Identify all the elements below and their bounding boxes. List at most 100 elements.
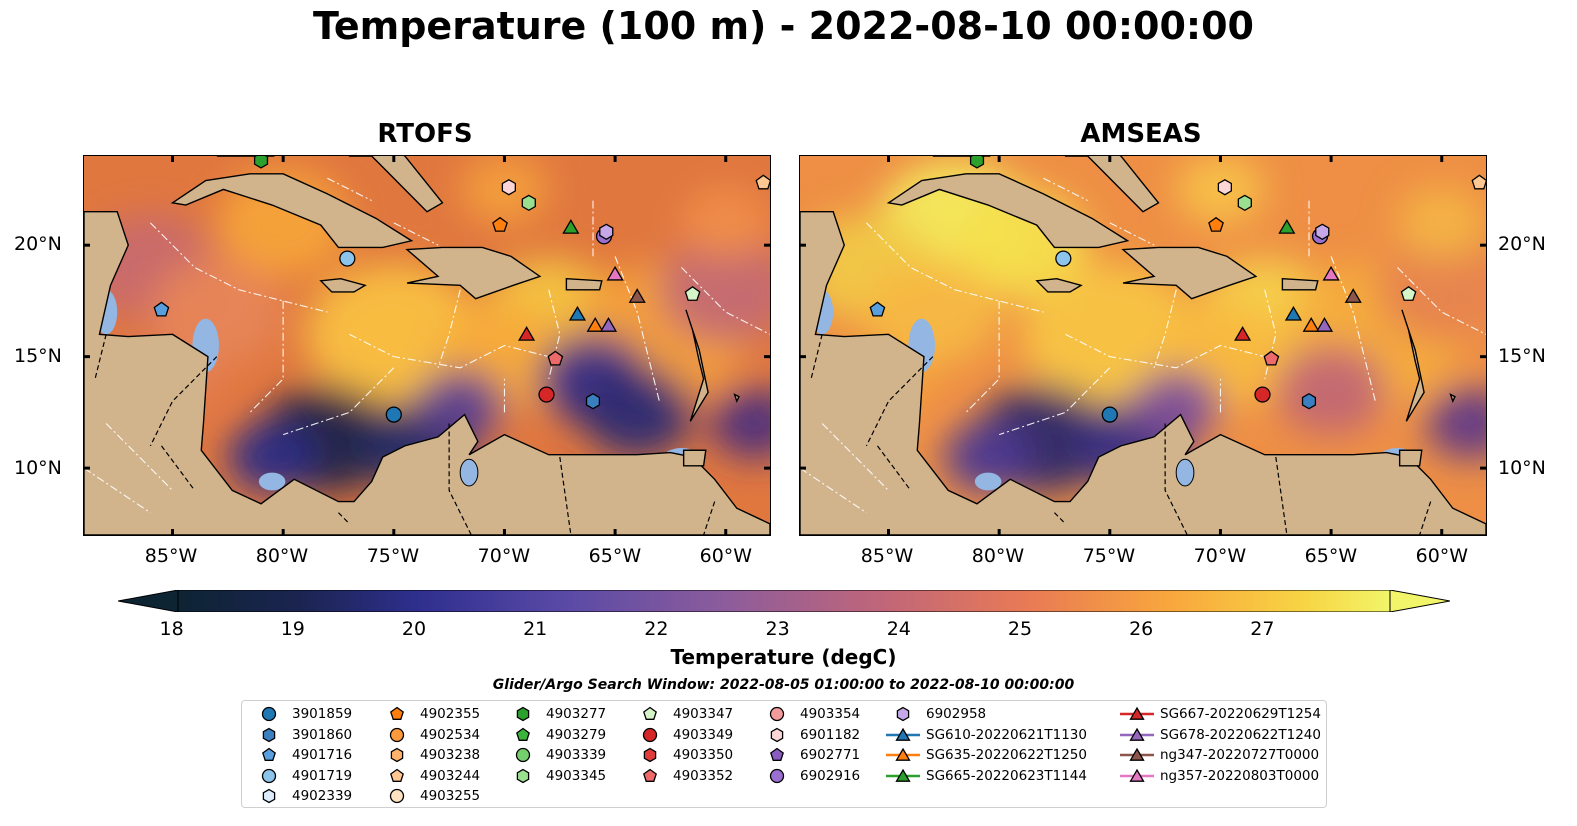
legend-entry-label: 4903350 xyxy=(673,747,734,763)
platform-marker-4903352 xyxy=(547,350,564,366)
platform-marker-ng347-20220727T0000 xyxy=(1344,288,1362,303)
legend-marker-icon xyxy=(516,706,530,722)
legend-marker-icon xyxy=(1120,727,1154,741)
lat-tick-label-left: 20°N xyxy=(14,232,62,255)
legend-marker-icon xyxy=(515,747,531,763)
legend-marker-icon xyxy=(643,747,657,763)
platform-marker-3901859 xyxy=(385,406,402,423)
colorbar-tick-label: 22 xyxy=(644,618,669,640)
legend-entry-label: SG610-20220621T1130 xyxy=(926,726,1087,743)
legend-entry-label: 4902534 xyxy=(420,726,481,743)
legend-marker-icon xyxy=(262,788,276,804)
platform-marker-3901860 xyxy=(585,392,601,410)
legend-entry-label: 4903238 xyxy=(420,747,481,763)
panel-title-rtofs: RTOFS xyxy=(377,119,473,149)
legend: 3901859 3901860 4901716 4901719 4902339 49023… xyxy=(241,700,1327,808)
legend-marker-icon xyxy=(389,727,405,742)
platform-marker-4903349 xyxy=(538,386,555,403)
legend-marker-icon xyxy=(886,727,920,741)
legend-marker-icon xyxy=(1120,747,1154,761)
lon-tick-label: 75°W xyxy=(1082,545,1136,567)
legend-entry-label: 6902958 xyxy=(926,706,987,722)
legend-entry-label: 4903352 xyxy=(673,767,734,784)
legend-entry: SG635-20220622T1250 xyxy=(886,745,1087,765)
legend-entry: SG667-20220629T1254 xyxy=(1120,704,1321,724)
legend-marker-icon xyxy=(516,768,530,783)
legend-entry-label: 6901182 xyxy=(800,726,861,743)
legend-marker-icon xyxy=(261,768,277,783)
legend-entry-label: ng357-20220803T0000 xyxy=(1160,767,1320,784)
lat-tick-label-right: 20°N xyxy=(1498,232,1546,255)
platform-marker-6901182 xyxy=(501,179,516,196)
legend-entry-label: 3901860 xyxy=(292,726,353,743)
colorbar-tick-label: 20 xyxy=(401,618,427,640)
lon-tick-label: 60°W xyxy=(1415,545,1469,567)
legend-entry-label: 4903339 xyxy=(546,747,607,763)
platform-marker-3901859 xyxy=(1101,406,1118,423)
platform-marker-4903345 xyxy=(521,194,536,212)
legend-entry: 6902771 xyxy=(760,745,860,765)
lon-tick-label: 65°W xyxy=(1304,545,1358,567)
legend-entry: 4903244 xyxy=(380,766,480,786)
legend-entry: 4903350 xyxy=(633,745,733,765)
colorbar-tick-label: 23 xyxy=(765,618,790,640)
legend-marker-icon xyxy=(390,768,404,782)
platform-marker-4903349 xyxy=(1254,386,1271,403)
legend-entry: 4903238 xyxy=(380,745,480,765)
legend-entry: 6902958 xyxy=(886,704,986,724)
legend-entry-label: 4902355 xyxy=(420,706,481,722)
legend-entry-label: 4903279 xyxy=(546,726,607,743)
platform-marker-4903345 xyxy=(1237,194,1252,212)
platform-marker-4901719 xyxy=(339,250,356,267)
legend-marker-icon xyxy=(262,747,276,761)
legend-entry: SG665-20220623T1144 xyxy=(886,766,1087,786)
platform-marker-SG667-20220629T1254 xyxy=(518,326,536,341)
platform-marker-4903244 xyxy=(1471,174,1486,190)
legend-entry: 4903349 xyxy=(633,725,733,745)
lon-tick-label: 80°W xyxy=(255,545,309,567)
legend-marker-icon xyxy=(516,727,530,741)
platform-marker-SG678-20220622T1240 xyxy=(1315,317,1334,332)
platform-marker-4901719 xyxy=(1055,250,1072,267)
legend-marker-icon xyxy=(642,727,658,742)
legend-marker-icon xyxy=(1120,706,1154,720)
lat-tick-label-left: 10°N xyxy=(14,456,62,479)
platform-marker-6901182 xyxy=(1217,179,1232,196)
legend-entry-label: SG665-20220623T1144 xyxy=(926,767,1087,784)
platform-marker-SG635-20220622T1250 xyxy=(586,317,604,332)
lat-tick-label-right: 15°N xyxy=(1498,344,1546,367)
legend-marker-icon xyxy=(390,706,404,720)
platform-marker-4903277 xyxy=(969,156,985,169)
legend-entry-label: 4903345 xyxy=(546,767,607,784)
legend-entry: 4903255 xyxy=(380,786,480,806)
legend-entry: ng357-20220803T0000 xyxy=(1120,766,1319,786)
legend-entry: 4903339 xyxy=(506,745,606,765)
legend-entry: 6901182 xyxy=(760,725,860,745)
lon-tick-label: 60°W xyxy=(699,545,753,567)
legend-entry-label: 4903277 xyxy=(546,706,607,722)
legend-entry-label: SG635-20220622T1250 xyxy=(926,747,1087,763)
legend-entry: 3901859 xyxy=(252,704,352,724)
colorbar-tick-label: 24 xyxy=(886,618,911,640)
legend-entry-label: 4903347 xyxy=(673,706,734,722)
platform-marker-SG667-20220629T1254 xyxy=(1234,326,1252,341)
legend-entry-label: SG667-20220629T1254 xyxy=(1160,706,1321,722)
map-panel-amseas xyxy=(799,155,1487,536)
colorbar-label: Temperature (degC) xyxy=(670,645,897,669)
colorbar-tick-label: 27 xyxy=(1250,618,1275,640)
legend-entry: 4903354 xyxy=(760,704,860,724)
platform-marker-SG665-20220623T1144 xyxy=(1278,218,1296,234)
legend-entry-label: 4903255 xyxy=(420,788,481,804)
legend-entry: 4902355 xyxy=(380,704,480,724)
platform-marker-4903244 xyxy=(755,174,770,190)
platform-marker-SG678-20220622T1240 xyxy=(599,317,618,332)
platform-marker-4903347 xyxy=(684,286,701,301)
legend-entry: 4902534 xyxy=(380,725,480,745)
legend-title: Glider/Argo Search Window: 2022-08-05 01… xyxy=(492,677,1075,693)
legend-entry-label: 4901719 xyxy=(292,767,353,784)
panel-title-amseas: AMSEAS xyxy=(1080,119,1202,149)
platform-marker-SG635-20220622T1250 xyxy=(1302,317,1320,332)
legend-marker-icon xyxy=(1120,768,1154,782)
platform-marker-4903277 xyxy=(253,156,269,169)
legend-entry: SG678-20220622T1240 xyxy=(1120,725,1321,745)
